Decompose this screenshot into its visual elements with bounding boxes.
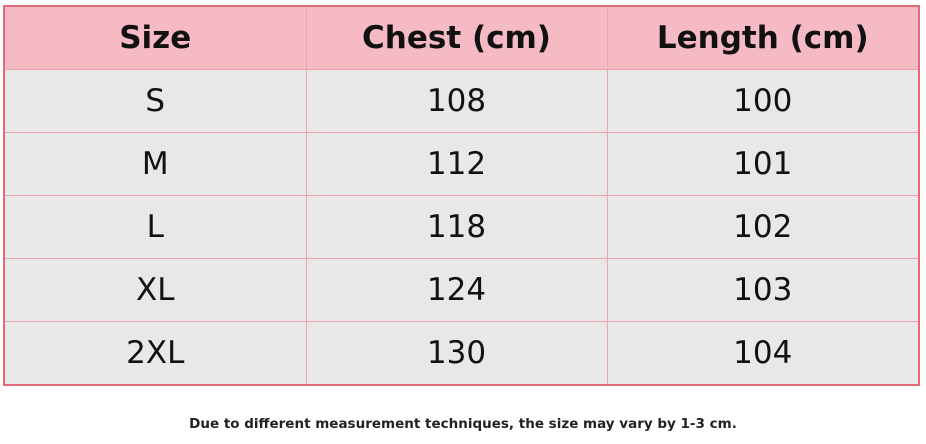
table-cell: 130 (305, 321, 608, 386)
table-cell: M (3, 132, 307, 196)
table-row: S 108 100 (3, 69, 920, 133)
table-cell: 124 (305, 258, 608, 322)
header-cell: Length (cm) (606, 5, 920, 70)
table-cell: 101 (606, 132, 920, 196)
table-cell: 103 (606, 258, 920, 322)
footnote: Due to different measurement techniques,… (189, 416, 737, 432)
table-cell: S (3, 69, 307, 133)
table-row: XL 124 103 (3, 258, 920, 322)
header-cell: Size (3, 5, 307, 70)
table-row: L 118 102 (3, 195, 920, 259)
table-row: 2XL 130 104 (3, 321, 920, 386)
table-body: S 108 100 M 112 101 L 118 102 XL 124 103 2XL 130 104 (3, 69, 920, 386)
size-table: Size Chest (cm) Length (cm) S 108 100 M 112 101… (3, 5, 920, 386)
header-row: Size Chest (cm) Length (cm) (3, 5, 920, 70)
table-cell: 118 (305, 195, 608, 259)
table-row: M 112 101 (3, 132, 920, 196)
table-cell: L (3, 195, 307, 259)
table-cell: 112 (305, 132, 608, 196)
table-cell: XL (3, 258, 307, 322)
table-cell: 108 (305, 69, 608, 133)
table-cell: 100 (606, 69, 920, 133)
table-cell: 2XL (3, 321, 307, 386)
table-cell: 102 (606, 195, 920, 259)
table-cell: 104 (606, 321, 920, 386)
header-cell: Chest (cm) (305, 5, 608, 70)
